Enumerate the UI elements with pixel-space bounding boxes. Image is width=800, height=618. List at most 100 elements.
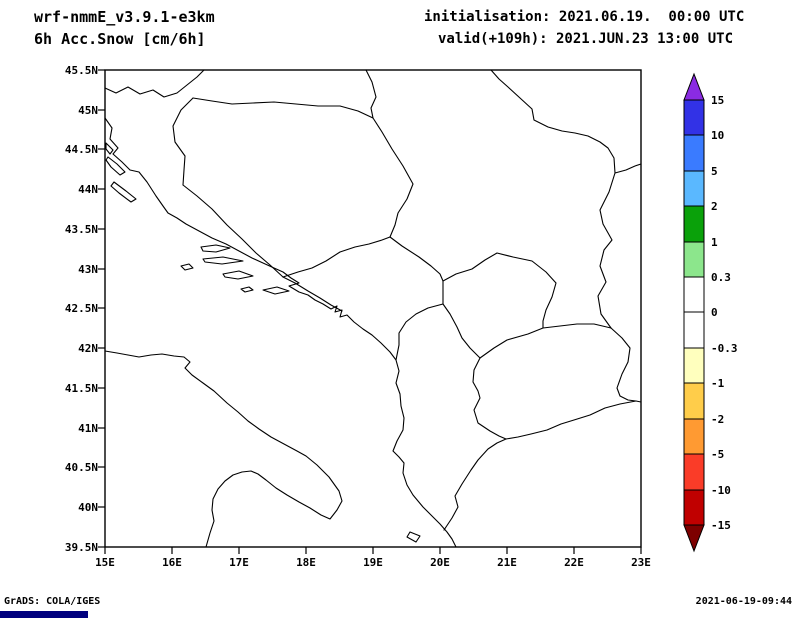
x-tick-label: 15E [95, 556, 115, 569]
x-tick-label: 18E [296, 556, 316, 569]
map-frame [104, 69, 642, 548]
coastline-east-adriatic [104, 117, 457, 548]
island-lastovo [240, 286, 254, 293]
grads-credit: GrADS: COLA/IGES [4, 596, 101, 607]
x-tick-label: 17E [229, 556, 249, 569]
border-croatia-bosnia-west [172, 97, 194, 186]
creation-timestamp: 2021-06-19-09:44 [695, 596, 792, 607]
border-serbia-romania-danube [490, 69, 616, 174]
colorbar-segment [683, 311, 705, 349]
border-croatia-serbia [365, 69, 377, 119]
y-tick-label: 39.5N [65, 541, 98, 554]
border-croatia-bosnia-north [192, 97, 374, 119]
colorbar-label: 1 [711, 236, 718, 249]
y-tick-label: 42.5N [65, 302, 98, 315]
border-croatia-coastal-strip [282, 276, 343, 312]
colorbar-label: -2 [711, 413, 724, 426]
colorbar-label: 0 [711, 306, 718, 319]
y-tick-label: 41.5N [65, 382, 98, 395]
colorbar-segment [683, 382, 705, 420]
border-slovenia-croatia [104, 69, 205, 98]
colorbar-segment [683, 453, 705, 491]
border-macedonia-bulgaria [610, 327, 637, 402]
model-title: wrf-nmmE_v3.9.1-e3km [34, 8, 215, 26]
colorbar-segment [683, 276, 705, 313]
y-tick-label: 44N [78, 183, 98, 196]
coastline-italy [104, 350, 343, 548]
island-vis [180, 263, 194, 271]
island-hvar [202, 256, 244, 265]
island-mljet [262, 286, 290, 295]
init-time-label: initialisation: 2021.06.19. 00:00 UTC [424, 9, 745, 25]
colorbar-label: 5 [711, 165, 718, 178]
axis-ticks [98, 69, 642, 554]
border-bulgaria-greece [635, 400, 642, 403]
field-title: 6h Acc.Snow [cm/6h] [34, 30, 206, 48]
colorbar-label: -1 [711, 377, 725, 390]
colorbar-label: 15 [711, 94, 724, 107]
island-rab [105, 142, 114, 155]
colorbar-label: -15 [711, 519, 731, 532]
island-pag [105, 156, 126, 176]
colorbar-segment [683, 418, 705, 455]
x-axis-labels: 15E 16E 17E 18E 19E 20E 21E 22E 23E [95, 556, 651, 569]
island-dugi-otok [110, 181, 137, 203]
island-corfu [406, 531, 421, 543]
colorbar-label: -10 [711, 484, 731, 497]
colorbar-segment [683, 489, 705, 526]
colorbar-label: -5 [711, 448, 724, 461]
coastlines [104, 117, 457, 548]
colorbar-label: 10 [711, 129, 724, 142]
border-bosnia-montenegro [282, 236, 391, 278]
colorbar-labels: 15 10 5 2 1 0.3 0 -0.3 -1 -2 -5 -10 -15 [711, 94, 738, 532]
border-macedonia-albania [472, 357, 507, 440]
croatian-islands [105, 142, 421, 543]
colorbar-label: -0.3 [711, 342, 738, 355]
island-brac [200, 244, 231, 253]
y-tick-label: 44.5N [65, 143, 98, 156]
colorbar-segment [683, 170, 705, 207]
colorbar-arrow-up [683, 72, 705, 101]
colorbar-segment [683, 241, 705, 278]
y-tick-label: 42N [78, 342, 98, 355]
colorbar-segment [683, 134, 705, 172]
colorbar-segment [683, 205, 705, 243]
y-tick-label: 45.5N [65, 64, 98, 77]
y-tick-label: 43.5N [65, 223, 98, 236]
valid-time-label: valid(+109h): 2021.JUN.23 13:00 UTC [438, 31, 734, 47]
colorbar-segment [683, 347, 705, 384]
y-tick-label: 43N [78, 263, 98, 276]
x-tick-label: 20E [430, 556, 450, 569]
border-montenegro-albania [395, 303, 444, 361]
y-axis-labels: 45.5N 45N 44.5N 44N 43.5N 43N 42.5N 42N … [65, 64, 98, 554]
border-macedonia-greece [505, 400, 637, 440]
country-borders [104, 69, 642, 531]
border-albania-greece [443, 438, 507, 531]
colorbar: 15 10 5 2 1 0.3 0 -0.3 -1 -2 -5 -10 -15 [683, 72, 738, 553]
border-serbia-montenegro [389, 236, 444, 282]
island-korcula [222, 270, 254, 280]
y-tick-label: 45N [78, 104, 98, 117]
colorbar-segment [683, 99, 705, 136]
x-tick-label: 21E [497, 556, 517, 569]
x-tick-label: 19E [363, 556, 383, 569]
border-romania-bulgaria [614, 163, 642, 174]
x-tick-label: 16E [162, 556, 182, 569]
bottom-left-strip [0, 611, 88, 618]
border-serbia-macedonia [542, 323, 612, 329]
x-tick-label: 23E [631, 556, 651, 569]
border-kosovo-albania [442, 303, 481, 359]
colorbar-label: 0.3 [711, 271, 731, 284]
y-tick-label: 40N [78, 501, 98, 514]
border-croatia-bosnia-dinaric [182, 184, 284, 278]
y-tick-label: 41N [78, 422, 98, 435]
colorbar-arrow-down [683, 524, 705, 553]
colorbar-label: 2 [711, 200, 718, 213]
border-kosovo-serbia [442, 252, 557, 329]
y-tick-label: 40.5N [65, 461, 98, 474]
border-bosnia-serbia-drina [372, 117, 414, 238]
x-tick-label: 22E [564, 556, 584, 569]
border-serbia-bulgaria [597, 172, 616, 329]
